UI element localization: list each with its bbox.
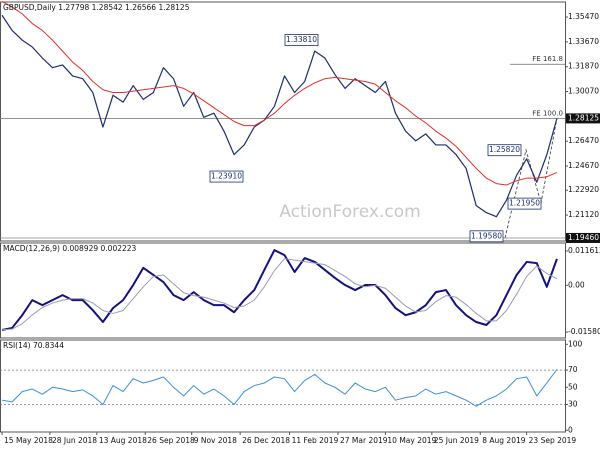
price-label-box: [566, 232, 600, 243]
panel-title: MACD(12,26,9) 0.008929 0.002223: [3, 244, 137, 253]
fib-label: FE 100.0: [532, 109, 563, 117]
fib-label: FE 161.8: [532, 55, 563, 63]
annotation-box: [507, 197, 542, 210]
annotation-box: [469, 230, 504, 243]
y-tick-label: 1.21120: [568, 210, 599, 219]
panel-title: RSI(14) 70.8344: [3, 341, 64, 350]
y-tick-label: 1.26470: [568, 136, 599, 145]
y-tick-label: 1.31870: [568, 62, 599, 71]
series-line: [1, 1, 558, 186]
y-tick-label: 100: [568, 339, 583, 348]
panel-frame: [0, 1, 566, 242]
annotation-label: 1.21950: [509, 199, 540, 208]
x-tick-label: 10 May 2019: [387, 436, 436, 445]
y-tick-label: 70: [568, 365, 578, 374]
price-label-box: [566, 113, 600, 124]
x-tick-label: 27 Mar 2019: [340, 436, 388, 445]
y-tick-label: 30: [568, 399, 578, 408]
x-tick-label: 13 Aug 2018: [99, 436, 147, 445]
series-line: [1, 14, 558, 218]
y-tick-label: 1.30070: [568, 87, 599, 96]
x-tick-label: 28 Jun 2018: [52, 436, 97, 445]
projection-line: [504, 117, 558, 239]
annotation-label: 1.33810: [286, 35, 317, 44]
y-tick-label: 1.24670: [568, 161, 599, 170]
annotation-box: [209, 170, 244, 183]
price-label: 1.19460: [568, 233, 599, 242]
series-line: [1, 249, 558, 331]
x-tick-label: 9 Nov 2018: [194, 436, 237, 445]
y-tick-label: 0: [568, 425, 573, 434]
annotation-box: [487, 144, 522, 157]
x-tick-label: 15 May 2018: [4, 436, 53, 445]
y-tick-label: -0.015803: [568, 327, 600, 336]
x-tick-label: 8 Aug 2019: [482, 436, 525, 445]
y-tick-label: 1.22920: [568, 185, 599, 194]
y-tick-label: 0.011612: [568, 246, 600, 255]
annotation-label: 1.19580: [471, 231, 502, 240]
panel-frame: [0, 242, 566, 339]
y-tick-label: 1.33670: [568, 37, 599, 46]
y-tick-label: 50: [568, 382, 578, 391]
y-tick-label: 0.00: [568, 280, 585, 289]
x-tick-label: 26 Sep 2018: [147, 436, 195, 445]
annotation-box: [284, 34, 319, 46]
panel-frame: [0, 339, 566, 433]
x-tick-label: 23 Sep 2019: [529, 436, 577, 445]
x-tick-label: 25 Jun 2019: [434, 436, 479, 445]
x-tick-label: 11 Feb 2019: [292, 436, 339, 445]
series-line: [1, 258, 558, 331]
y-tick-label: 1.35470: [568, 12, 599, 21]
watermark: ActionForex.com: [279, 202, 420, 222]
annotation-label: 1.25820: [489, 145, 520, 154]
x-tick-label: 26 Dec 2018: [242, 436, 290, 445]
series-line: [1, 369, 558, 407]
annotation-label: 1.23910: [211, 172, 242, 181]
price-label: 1.28125: [568, 113, 599, 122]
panel-title: GBPUSD,Daily 1.27798 1.28542 1.26566 1.2…: [3, 3, 190, 12]
